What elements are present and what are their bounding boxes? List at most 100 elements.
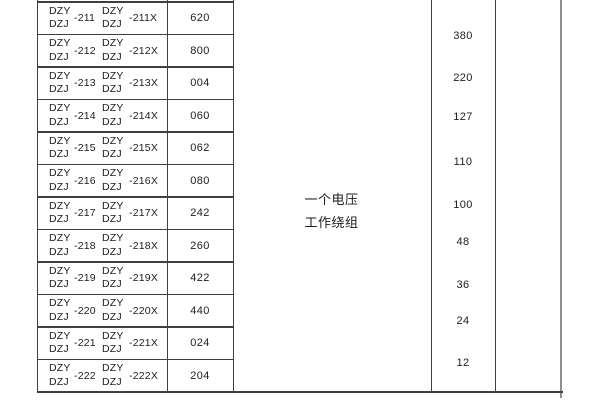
voltage-value: 12 [456, 356, 470, 369]
row-separator-line [37, 326, 234, 328]
model-suffix-x: -221X [129, 337, 159, 350]
model-prefix-stack: DZY DZJ [49, 232, 71, 259]
model-suffix: -215 [74, 142, 96, 155]
model-prefix-stack: DZY DZJ [102, 232, 124, 259]
model-prefix-bottom: DZJ [49, 343, 69, 356]
model-prefix-stack: DZY DZJ [102, 362, 124, 389]
voltage-value: 36 [456, 278, 470, 291]
voltage-value: 100 [453, 198, 473, 211]
model-prefix-top: DZY [102, 264, 124, 277]
model-prefix-top: DZY [102, 232, 124, 244]
model-group-standard: DZY DZJ -217 [49, 197, 109, 230]
model-prefix-stack: DZY DZJ [102, 167, 124, 194]
model-prefix-top: DZY [49, 134, 71, 147]
row-separator-line [37, 261, 234, 263]
row-separator-line [37, 33, 234, 36]
voltage-value: 127 [453, 110, 473, 123]
model-prefix-bottom: DZJ [49, 213, 69, 226]
model-group-standard: DZY DZJ -214 [49, 100, 109, 133]
model-prefix-bottom: DZJ [102, 375, 122, 388]
model-prefix-top: DZY [49, 102, 71, 114]
voltage-value: 380 [453, 29, 473, 42]
voltage-value: 48 [456, 235, 470, 248]
code-cell: 204 [190, 369, 210, 382]
model-prefix-stack: DZY DZJ [49, 200, 71, 227]
model-prefix-top: DZY [102, 102, 124, 114]
model-prefix-stack: DZY DZJ [102, 135, 124, 162]
model-group-standard: DZY DZJ -218 [49, 230, 109, 263]
model-group-x-variant: DZY DZJ -221X [102, 327, 162, 360]
row-separator-line [37, 358, 234, 361]
model-prefix-bottom: DZJ [49, 180, 69, 193]
model-prefix-stack: DZY DZJ [102, 200, 124, 227]
model-prefix-top: DZY [49, 232, 71, 244]
model-prefix-stack: DZY DZJ [49, 135, 71, 162]
model-group-x-variant: DZY DZJ -211X [102, 2, 162, 35]
model-prefix-top: DZY [49, 37, 71, 49]
model-suffix: -222 [74, 369, 96, 382]
model-prefix-bottom: DZJ [49, 245, 69, 258]
model-group-x-variant: DZY DZJ -214X [102, 100, 162, 133]
table-border-bottom [37, 391, 563, 394]
model-prefix-bottom: DZJ [49, 83, 69, 96]
model-prefix-stack: DZY DZJ [49, 265, 71, 292]
table-row: DZY DZJ -214 DZY DZJ -214X 060 [37, 100, 233, 133]
code-cell: 060 [190, 109, 210, 122]
model-group-x-variant: DZY DZJ -212X [102, 35, 162, 68]
model-suffix-x: -214X [129, 109, 159, 122]
code-cell: 260 [190, 239, 210, 252]
model-group-standard: DZY DZJ -211 [49, 2, 109, 35]
model-prefix-stack: DZY DZJ [102, 70, 124, 97]
model-prefix-stack: DZY DZJ [102, 37, 124, 64]
model-suffix: -213 [74, 77, 96, 90]
model-prefix-top: DZY [49, 264, 71, 277]
model-prefix-stack: DZY DZJ [49, 362, 71, 389]
model-suffix-x: -220X [129, 304, 159, 317]
model-suffix: -217 [74, 207, 96, 220]
model-prefix-top: DZY [49, 297, 71, 309]
table-row: DZY DZJ -217 DZY DZJ -217X 242 [37, 197, 233, 230]
model-suffix-x: -218X [129, 239, 159, 252]
model-prefix-bottom: DZJ [102, 343, 122, 356]
model-group-x-variant: DZY DZJ -219X [102, 262, 162, 295]
model-prefix-bottom: DZJ [49, 375, 69, 388]
model-prefix-bottom: DZJ [49, 50, 69, 63]
model-prefix-top: DZY [102, 167, 124, 179]
code-cell: 062 [190, 142, 210, 155]
model-prefix-top: DZY [102, 329, 124, 342]
code-cell: 080 [190, 174, 210, 187]
row-separator-line [37, 1, 234, 3]
model-prefix-stack: DZY DZJ [49, 5, 71, 32]
model-prefix-top: DZY [49, 4, 71, 17]
table-row: DZY DZJ -216 DZY DZJ -216X 080 [37, 165, 233, 198]
model-group-standard: DZY DZJ -213 [49, 67, 109, 100]
model-prefix-top: DZY [102, 4, 124, 17]
code-cell: 024 [190, 337, 210, 350]
model-prefix-top: DZY [49, 69, 71, 82]
model-suffix: -220 [74, 304, 96, 317]
model-prefix-top: DZY [49, 167, 71, 179]
model-prefix-bottom: DZJ [102, 115, 122, 128]
table-row: DZY DZJ -213 DZY DZJ -213X 004 [37, 67, 233, 100]
table-row: DZY DZJ -215 DZY DZJ -215X 062 [37, 132, 233, 165]
row-separator-line [37, 293, 234, 296]
voltage-value: 24 [456, 314, 470, 327]
model-prefix-stack: DZY DZJ [102, 102, 124, 129]
grid-line-voltage-empty [494, 0, 496, 393]
model-prefix-bottom: DZJ [102, 213, 122, 226]
code-cell: 422 [190, 272, 210, 285]
winding-description-line1: 一个电压 [304, 192, 359, 207]
model-suffix: -211 [74, 12, 96, 25]
model-prefix-top: DZY [102, 362, 124, 374]
model-suffix-x: -211X [129, 12, 158, 25]
model-group-x-variant: DZY DZJ -222X [102, 360, 162, 393]
table-row: DZY DZJ -218 DZY DZJ -218X 260 [37, 230, 233, 263]
table-row: DZY DZJ -212 DZY DZJ -212X 800 [37, 35, 233, 68]
model-prefix-top: DZY [102, 69, 124, 82]
model-suffix: -214 [74, 109, 96, 122]
table-border-right [560, 0, 562, 398]
model-prefix-bottom: DZJ [49, 18, 69, 31]
code-cell: 800 [190, 44, 210, 57]
row-separator-line [37, 228, 234, 231]
grid-line-winding-voltage [430, 0, 432, 393]
